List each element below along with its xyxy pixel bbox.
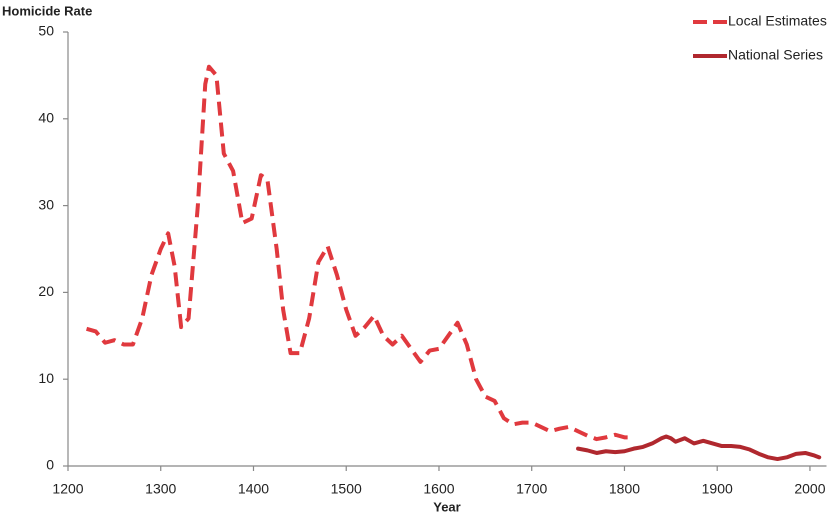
series-line [86, 64, 630, 442]
y-tick-label: 40 [38, 110, 54, 126]
x-tick-label: 1700 [516, 481, 547, 497]
x-tick-label: 1400 [238, 481, 269, 497]
x-tick-label: 1300 [145, 481, 176, 497]
x-tick-label: 1900 [702, 481, 733, 497]
y-tick-label: 20 [38, 283, 54, 299]
y-axis-title: Homicide Rate [2, 3, 92, 18]
y-tick-label: 0 [46, 457, 54, 473]
series-line [576, 434, 822, 462]
legend-label: National Series [728, 47, 823, 63]
x-tick-label: 1500 [331, 481, 362, 497]
y-tick-label: 30 [38, 196, 54, 212]
x-tick-label: 1800 [609, 481, 640, 497]
y-tick-label: 50 [38, 23, 54, 39]
x-axis-title: Year [433, 499, 460, 514]
legend-label: Local Estimates [728, 13, 827, 29]
x-tick-label: 1600 [423, 481, 454, 497]
y-tick-label: 10 [38, 370, 54, 386]
x-tick-label: 1200 [52, 481, 83, 497]
x-tick-label: 2000 [794, 481, 825, 497]
